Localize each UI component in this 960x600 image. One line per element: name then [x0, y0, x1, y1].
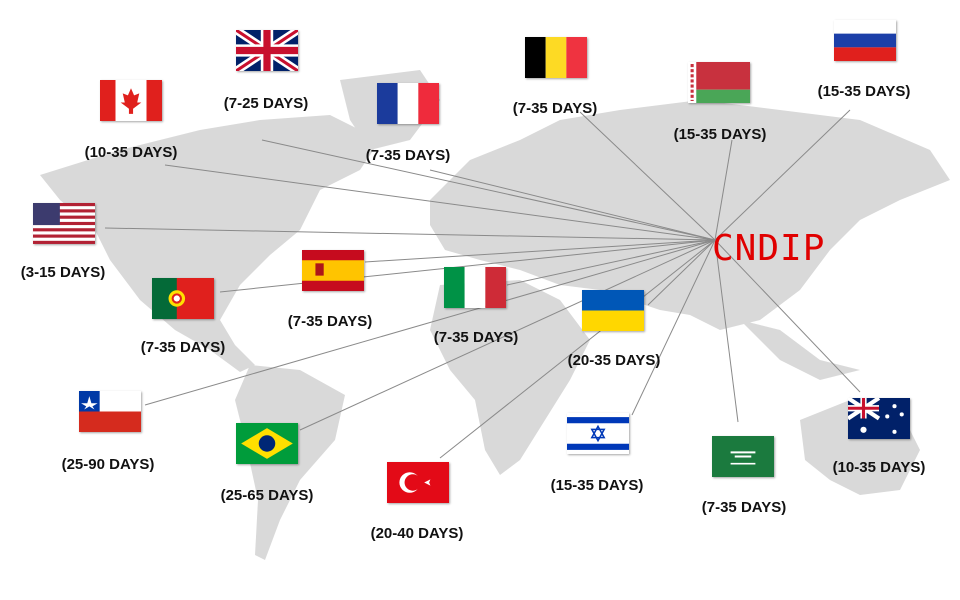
united-kingdom-flag [236, 30, 298, 71]
route-line-belgium [579, 111, 716, 241]
france-flag [377, 83, 439, 124]
belarus-flag [688, 62, 750, 103]
ukraine-flag [582, 290, 644, 331]
delivery-days-belgium: (7-35 DAYS) [512, 100, 598, 117]
canada-flag [100, 80, 162, 121]
north-america [40, 115, 380, 372]
chile-flag [79, 391, 141, 432]
route-line-australia [714, 239, 861, 393]
route-line-russia [714, 109, 851, 241]
route-line-turkey [439, 239, 716, 459]
brazil-flag [236, 423, 298, 464]
delivery-days-canada: (10-35 DAYS) [84, 144, 178, 161]
israel-flag [567, 413, 629, 454]
australia-flag [848, 398, 910, 439]
delivery-days-israel: (15-35 DAYS) [550, 477, 644, 494]
route-line-italy [506, 239, 716, 286]
route-lines [104, 109, 861, 459]
delivery-days-russia: (15-35 DAYS) [817, 83, 911, 100]
continents [40, 70, 950, 560]
delivery-days-spain: (7-35 DAYS) [287, 313, 373, 330]
africa [430, 280, 590, 475]
turkey-flag [387, 462, 449, 503]
delivery-days-saudi: (7-35 DAYS) [701, 499, 787, 516]
spain-flag [302, 250, 364, 291]
route-line-ukraine [647, 239, 716, 306]
delivery-days-uk: (7-25 DAYS) [223, 95, 309, 112]
route-line-israel [631, 239, 716, 416]
italy-flag [444, 267, 506, 308]
delivery-days-belarus: (15-35 DAYS) [673, 126, 767, 143]
route-line-belarus [714, 139, 733, 241]
route-line-spain [364, 239, 716, 263]
route-line-canada [164, 164, 716, 241]
usa-flag [33, 203, 95, 244]
hub-label: CNDIP [712, 228, 826, 269]
route-line-usa [104, 227, 716, 241]
delivery-days-portugal: (7-35 DAYS) [140, 339, 226, 356]
delivery-days-ukraine: (20-35 DAYS) [567, 352, 661, 369]
southeast-asia [740, 320, 860, 380]
route-line-chile [144, 239, 716, 406]
belgium-flag [525, 37, 587, 78]
delivery-days-chile: (25-90 DAYS) [61, 456, 155, 473]
delivery-days-italy: (7-35 DAYS) [433, 329, 519, 346]
route-line-saudi [714, 239, 739, 423]
route-line-brazil [299, 239, 716, 431]
delivery-days-australia: (10-35 DAYS) [832, 459, 926, 476]
portugal-flag [152, 278, 214, 319]
delivery-days-france: (7-35 DAYS) [365, 147, 451, 164]
delivery-days-usa: (3-15 DAYS) [20, 264, 106, 281]
delivery-days-turkey: (20-40 DAYS) [370, 525, 464, 542]
russia-flag [834, 20, 896, 61]
delivery-days-brazil: (25-65 DAYS) [220, 487, 314, 504]
saudi-arabia-flag [712, 436, 774, 477]
route-line-uk [261, 139, 716, 241]
route-line-france [429, 169, 716, 241]
europe-asia [430, 100, 950, 330]
